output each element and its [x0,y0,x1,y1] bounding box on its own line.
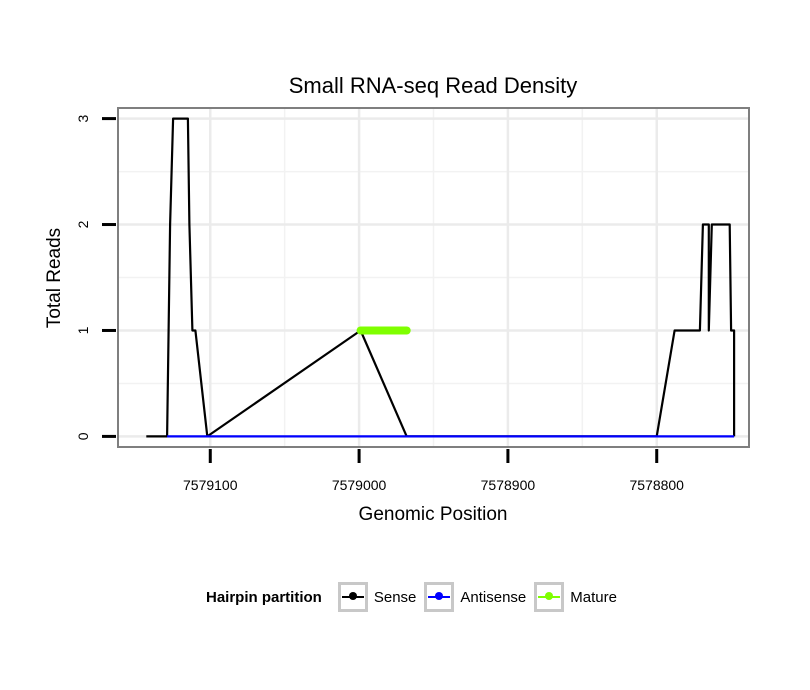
legend-title: Hairpin partition [206,588,322,606]
legend-label-mature: Mature [570,588,617,606]
x-tick-label: 7578900 [481,477,536,493]
legend-dot-mature [545,592,554,600]
legend-key-antisense [424,582,455,612]
y-tick-label: 1 [75,326,91,334]
y-axis-label: Total Reads [44,228,65,328]
legend-dot-antisense [435,592,444,600]
legend-label-antisense: Antisense [460,588,527,606]
legend: Hairpin partition Sense Antisense Mature [206,580,625,614]
y-tick-label: 2 [75,220,91,228]
x-axis-label: Genomic Position [359,504,508,525]
y-tick-label: 0 [75,432,91,440]
x-tick-label: 7579100 [183,477,238,493]
panel-border [117,107,750,448]
chart-title: Small RNA-seq Read Density [289,73,578,98]
y-tick-label: 3 [75,114,91,122]
legend-label-sense: Sense [373,588,417,606]
legend-key-mature [534,582,565,612]
x-tick-label: 7578800 [629,477,684,493]
axes-layer: 7579100 7579000 7578900 7578800 0 1 2 3 [75,107,750,493]
legend-key-sense [337,582,368,612]
x-tick-label: 7579000 [332,477,387,493]
series-layer [146,117,736,438]
plot-panel [118,108,749,447]
legend-dot-sense [348,592,357,600]
